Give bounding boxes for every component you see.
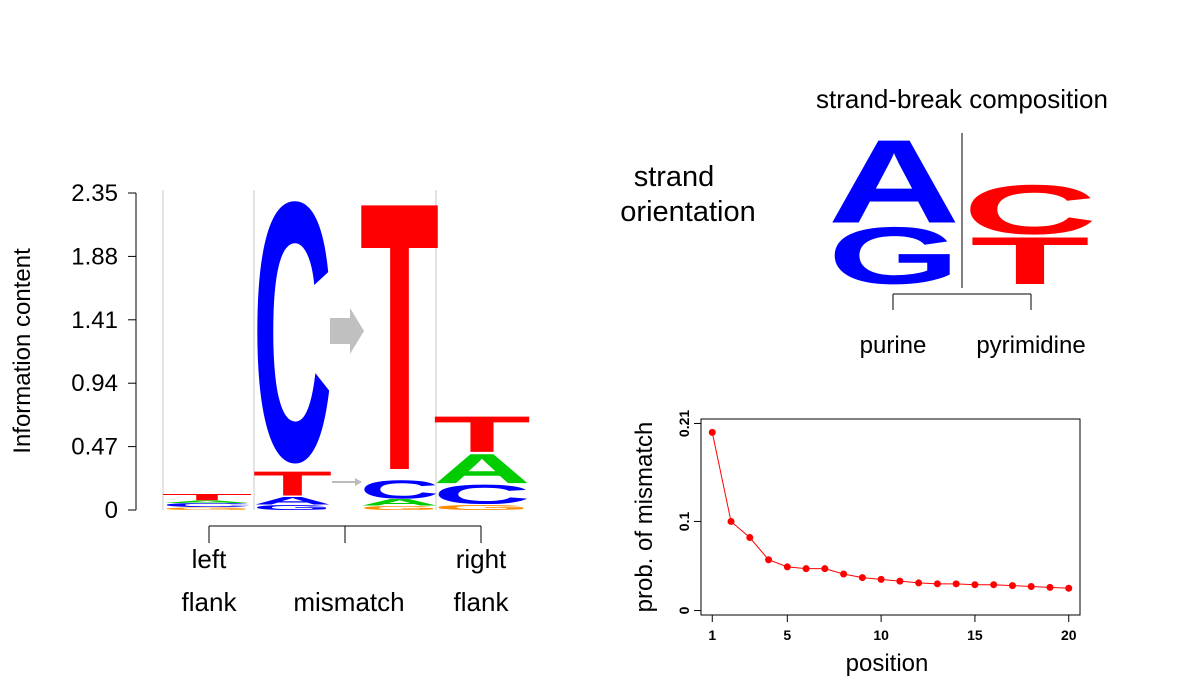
logo-y-axis-label: Information content [9, 248, 36, 454]
left-flank-label-line1: left [192, 544, 227, 574]
logo-letter-C: C [360, 475, 439, 504]
logo-letter-C: C [253, 125, 332, 539]
data-point [765, 556, 773, 564]
right-flank-label-line1: right [456, 544, 507, 574]
logo-y-tick-label: 1.88 [71, 243, 118, 270]
logo-y-tick-label: 1.41 [71, 307, 118, 334]
logo-letter-T: T [433, 406, 531, 463]
logo-letter-A: A [360, 497, 439, 507]
logo-letter-C: C [161, 502, 252, 508]
plot-x-tick-label: 20 [1061, 627, 1077, 643]
left-flank-label-line2: flank [182, 587, 238, 617]
data-point [840, 570, 848, 578]
plot-y-axis-label: prob. of mismatch [631, 422, 658, 613]
plot-x-tick-label: 1 [708, 627, 716, 643]
right-flank-label-line2: flank [454, 587, 510, 617]
strand-break-composition: strand-break composition strand orientat… [620, 84, 1108, 359]
purine-label: purine [860, 332, 927, 359]
data-point [708, 428, 716, 436]
strand-letter-G: G [828, 211, 961, 302]
data-point [877, 575, 885, 583]
data-point [915, 579, 923, 587]
strand-letter-T: T [970, 223, 1090, 299]
plot-frame [700, 418, 1081, 616]
data-point [858, 574, 866, 582]
strand-letter-A: A [828, 115, 961, 248]
small-substitution-arrow-icon [332, 478, 362, 486]
mismatch-label: mismatch [293, 587, 404, 617]
substitution-arrow-icon [330, 308, 364, 354]
data-point [802, 565, 810, 573]
logo-y-tick-label: 0.47 [71, 434, 118, 461]
strand-orientation-label-line1: strand [634, 161, 715, 193]
flank-bracket [208, 525, 482, 543]
logo-letter-T: T [161, 492, 252, 502]
strand-title: strand-break composition [816, 84, 1108, 114]
plot-series [708, 428, 1073, 592]
plot-x-tick-label: 5 [783, 627, 791, 643]
plot-y-tick-label: 0.1 [676, 512, 692, 532]
plot-x-tick-label: 15 [967, 627, 983, 643]
data-point [821, 565, 829, 573]
data-point [952, 580, 960, 588]
series-line [711, 432, 1069, 589]
logo-letter-A: A [161, 500, 252, 504]
logo-letter-G: G [253, 503, 332, 511]
data-point [990, 581, 998, 589]
strand-orientation-label-line2: orientation [620, 196, 755, 228]
logo-letter-T: T [253, 464, 332, 503]
plot-x-axis-label: position [846, 650, 929, 677]
data-point [896, 577, 904, 585]
logo-y-tick-label: 2.35 [71, 180, 118, 207]
data-point [971, 581, 979, 589]
data-point [1008, 582, 1016, 590]
data-point [746, 533, 754, 541]
plot-y-tick-label: 0.21 [676, 410, 692, 437]
logo-letter-T: T [360, 122, 439, 551]
logo-y-tick-label: 0.94 [71, 370, 118, 397]
plot-y-tick-label: 0 [676, 606, 692, 614]
logo-letter-G: G [161, 507, 252, 511]
logo-letter-G: G [433, 503, 531, 511]
logo-letter-A: A [433, 445, 531, 492]
logo-y-tick-label: 0 [105, 497, 118, 524]
data-point [1027, 582, 1035, 590]
logo-y-ticks: 2.35 1.88 1.41 0.94 0.47 0 [71, 180, 136, 524]
data-point [1046, 583, 1054, 591]
data-point [1065, 584, 1073, 592]
purine-pyrimidine-bracket [892, 293, 1032, 310]
data-point [783, 563, 791, 571]
pyrimidine-label: pyrimidine [976, 332, 1085, 359]
strand-letter-C: C [963, 170, 1098, 249]
logo-letter-C: C [433, 479, 531, 510]
data-point [933, 580, 941, 588]
plot-x-tick-label: 10 [873, 627, 889, 643]
sequence-logo: 2.35 1.88 1.41 0.94 0.47 0 Information conten… [9, 122, 531, 617]
data-point [727, 517, 735, 525]
logo-letter-G: G [360, 505, 439, 511]
logo-letter-A: A [253, 494, 332, 506]
